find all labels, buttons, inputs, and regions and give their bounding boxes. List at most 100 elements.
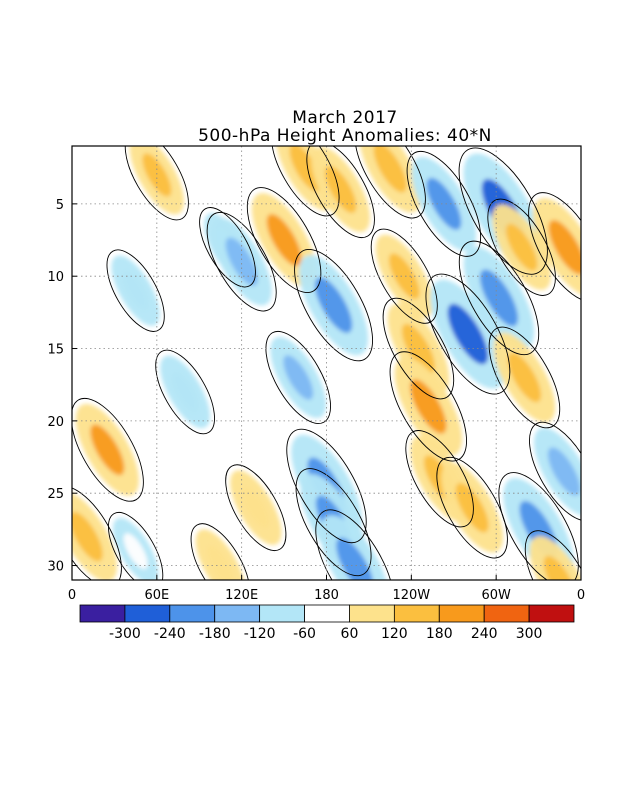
anomaly-blob-core [373, 146, 407, 193]
colorbar-swatch [259, 604, 305, 623]
zero-contour [225, 464, 287, 551]
colorbar-swatch [169, 604, 216, 623]
chart-title: March 2017 [292, 108, 398, 128]
x-tick-label: 60W [481, 588, 511, 603]
colorbar-swatch [79, 604, 126, 623]
zero-contour [265, 330, 332, 424]
colorbar: -300 -240 -180 -120 -60 60 120 180 240 300 [79, 604, 575, 642]
colorbar-label: -180 [199, 626, 231, 642]
colorbar-swatch [124, 604, 171, 623]
zero-contour [108, 512, 164, 580]
zero-contour [271, 146, 340, 217]
anomaly-blob-core [283, 355, 314, 400]
colorbar-swatch [438, 604, 485, 623]
zero-contour [488, 326, 561, 429]
colorbar-label: -300 [109, 626, 141, 642]
x-axis: 0 60E 120E 180 120W 60W 0 [68, 575, 585, 603]
anomaly-blob-core [401, 323, 435, 374]
colorbar-label: -60 [293, 626, 316, 642]
anomaly-blob-core [314, 277, 353, 333]
x-tick-label: 0 [577, 588, 585, 603]
anomaly-blob-core [324, 165, 357, 213]
anomaly-blob-core [171, 372, 199, 412]
zero-contour [294, 248, 374, 362]
colorbar-label: 240 [471, 626, 498, 642]
anomaly-blob-core [242, 487, 270, 529]
anomaly-blob-core [207, 545, 234, 580]
y-axis: 5 10 15 20 25 30 [47, 198, 77, 575]
colorbar-swatch [393, 604, 440, 623]
colorbar-label: -240 [154, 626, 186, 642]
zero-contour [382, 297, 455, 400]
zero-contour [206, 211, 277, 312]
zero-contour [72, 485, 122, 580]
zero-contours [72, 146, 581, 580]
colorbar-swatch [349, 604, 395, 623]
anomaly-blob-core [266, 214, 302, 266]
y-tick-label: 30 [47, 560, 64, 575]
zero-contour [498, 472, 579, 580]
zero-contour [295, 468, 372, 577]
anomaly-blob-core [123, 533, 148, 569]
colorbar-swatch [528, 604, 575, 623]
anomaly-blob-core [289, 146, 322, 192]
colorbar-label: 60 [341, 626, 359, 642]
colorbar-label: 120 [381, 626, 408, 642]
y-tick-label: 5 [56, 198, 64, 213]
anomaly-blob-core [547, 447, 581, 496]
zero-contour [458, 147, 548, 275]
zero-contour [72, 397, 144, 502]
zero-contour [436, 456, 508, 559]
grid-lines [72, 146, 581, 580]
anomaly-blob-core [388, 253, 420, 300]
anomaly-blob-core [447, 303, 489, 365]
anomaly-blob-core [90, 424, 125, 476]
y-tick-label: 15 [47, 343, 64, 358]
zero-contour [124, 146, 189, 221]
zero-contour [306, 146, 375, 239]
x-tick-label: 120E [225, 588, 258, 603]
colorbar-swatch [304, 604, 350, 623]
colorbar-label: 300 [516, 626, 543, 642]
anomaly-blob-core [548, 220, 581, 275]
zero-contour [246, 187, 322, 293]
colorbar-swatch [483, 604, 530, 623]
x-tick-label: 60E [144, 588, 169, 603]
anomaly-blob-core [142, 153, 172, 197]
anomaly-blob-core [507, 352, 541, 403]
colorbar-label: -120 [244, 626, 276, 642]
colorbar-swatch [214, 604, 261, 623]
anomaly-blob-core [505, 223, 538, 271]
y-tick-label: 25 [47, 487, 64, 502]
chart-subtitle: 500-hPa Height Anomalies: 40*N [198, 126, 492, 146]
anomaly-blob-core [410, 379, 447, 434]
anomaly-blob-core [225, 237, 258, 286]
zero-contour [190, 523, 251, 580]
anomaly-blob-core [72, 511, 103, 562]
zero-contour [528, 192, 581, 303]
anomaly-blob-core [122, 271, 149, 310]
y-tick-label: 10 [47, 270, 64, 285]
zero-contour [406, 150, 482, 257]
anomaly-field [72, 146, 581, 580]
anomaly-blob-core [479, 269, 518, 327]
colorbar-label: 180 [426, 626, 453, 642]
anomaly-blobs [72, 146, 581, 580]
anomaly-blob-core [426, 177, 462, 230]
zero-contour [199, 207, 256, 288]
x-tick-label: 180 [314, 588, 339, 603]
zero-contour [155, 349, 215, 435]
zero-contour [487, 198, 556, 296]
zero-contour [458, 240, 540, 356]
zero-contour [425, 273, 511, 395]
zero-contour [286, 428, 367, 544]
x-tick-label: 0 [68, 588, 76, 603]
x-tick-label: 120W [392, 588, 430, 603]
zero-contour [315, 509, 395, 580]
anomaly-blob-core [455, 482, 489, 533]
zero-contour [106, 249, 165, 332]
zero-contour [529, 421, 581, 522]
zero-contour [405, 430, 474, 528]
y-tick-label: 20 [47, 415, 64, 430]
